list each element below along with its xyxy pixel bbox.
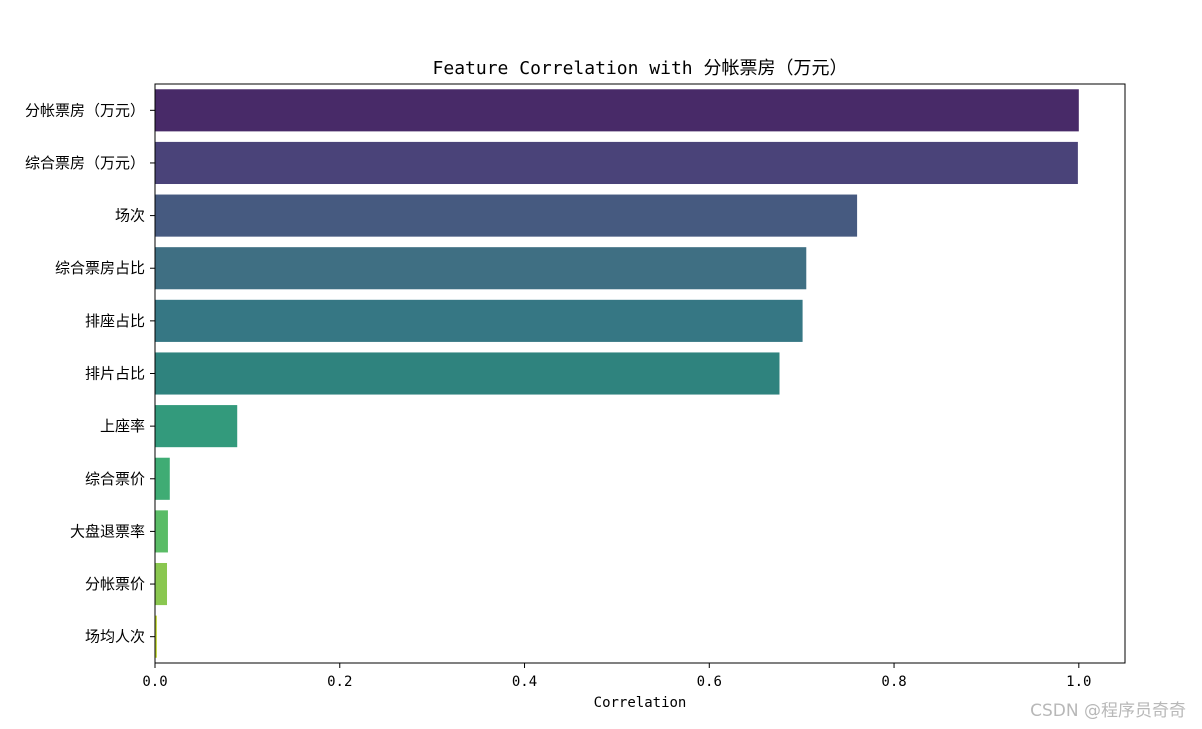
- bar-7: [155, 457, 170, 500]
- bar-0: [155, 89, 1079, 132]
- bar-10: [155, 615, 157, 658]
- y-tick-label-7: 综合票价: [85, 470, 145, 488]
- x-axis-label: Correlation: [594, 695, 687, 711]
- y-tick-label-2: 场次: [115, 207, 145, 225]
- x-axis-ticks: 0.0 0.2 0.4 0.6 0.8 1.0: [142, 663, 1091, 690]
- bar-2: [155, 194, 858, 237]
- y-tick-label-6: 上座率: [100, 417, 145, 435]
- bar-4: [155, 299, 803, 342]
- x-tick-label-5: 1.0: [1066, 674, 1091, 690]
- y-tick-label-9: 分帐票价: [85, 575, 145, 593]
- x-tick-label-0: 0.0: [142, 674, 167, 690]
- bars-group: [155, 89, 1079, 658]
- x-tick-label-3: 0.6: [697, 674, 722, 690]
- bar-8: [155, 510, 168, 553]
- y-tick-label-4: 排座占比: [85, 312, 145, 330]
- y-axis-ticks: 分帐票房（万元） 综合票房（万元） 场次综合票房占比排座占比排片占比上座率综合票价大…: [25, 101, 155, 646]
- x-tick-label-4: 0.8: [881, 674, 906, 690]
- y-tick-label-5: 排片占比: [85, 365, 145, 383]
- bar-6: [155, 405, 238, 448]
- bar-3: [155, 247, 807, 290]
- y-tick-label-10: 场均人次: [85, 628, 145, 646]
- y-tick-label-8: 大盘退票率: [70, 522, 145, 540]
- y-tick-label-0: 分帐票房（万元）: [25, 101, 145, 119]
- watermark: CSDN @程序员奇奇: [1030, 701, 1186, 721]
- bar-5: [155, 352, 780, 395]
- x-tick-label-2: 0.4: [512, 674, 537, 690]
- chart-title: Feature Correlation with 分帐票房（万元）: [433, 58, 848, 79]
- y-tick-label-3: 综合票房占比: [55, 259, 145, 277]
- bar-9: [155, 562, 168, 606]
- y-tick-label-1: 综合票房（万元）: [25, 154, 145, 172]
- x-tick-label-1: 0.2: [327, 674, 352, 690]
- bar-1: [155, 141, 1078, 185]
